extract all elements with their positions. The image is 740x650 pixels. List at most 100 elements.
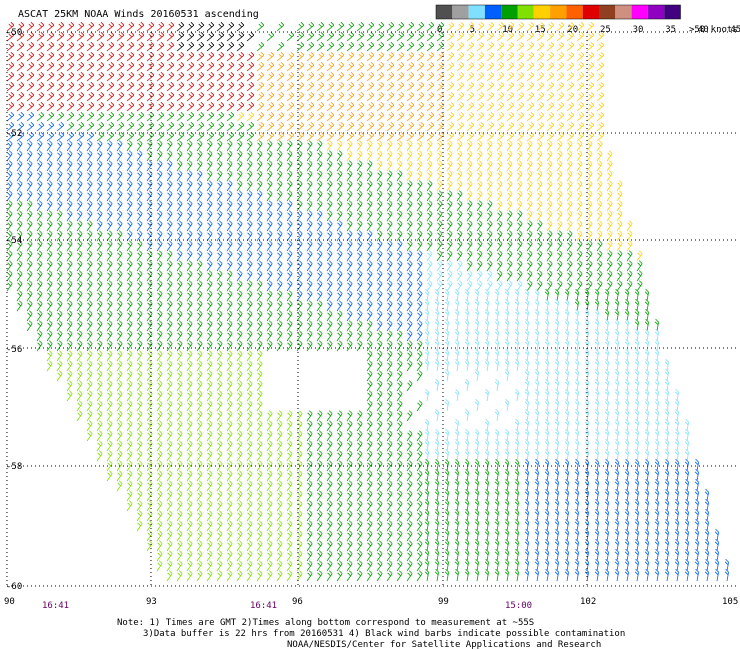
wind-barb bbox=[366, 101, 375, 112]
wind-barb bbox=[366, 140, 373, 152]
wind-barb bbox=[586, 190, 593, 202]
wind-barb bbox=[216, 330, 223, 342]
wind-barb bbox=[316, 330, 323, 342]
wind-barb bbox=[376, 220, 383, 232]
wind-barb bbox=[426, 210, 433, 222]
wind-barb bbox=[396, 101, 405, 112]
wind-barb bbox=[186, 250, 193, 262]
wind-barb bbox=[574, 298, 579, 312]
wind-barb bbox=[286, 420, 293, 432]
wind-barb bbox=[416, 230, 423, 242]
legend-swatch bbox=[533, 5, 551, 19]
wind-barb bbox=[286, 510, 293, 522]
wind-barb bbox=[624, 308, 629, 322]
wind-barb bbox=[634, 468, 639, 482]
wind-barb bbox=[146, 41, 155, 52]
wind-barb bbox=[166, 470, 173, 482]
wind-barb bbox=[536, 280, 543, 292]
wind-barb bbox=[714, 528, 719, 542]
wind-barb bbox=[316, 490, 323, 502]
wind-barb bbox=[436, 270, 443, 282]
wind-barb bbox=[454, 358, 459, 372]
wind-barb bbox=[386, 170, 393, 182]
wind-barb bbox=[336, 550, 343, 562]
wind-barb bbox=[36, 250, 43, 262]
wind-barb bbox=[216, 260, 223, 272]
wind-barb bbox=[566, 150, 573, 162]
wind-barb bbox=[494, 498, 499, 512]
wind-barb bbox=[536, 61, 545, 72]
wind-barb bbox=[554, 538, 559, 552]
wind-barb bbox=[66, 380, 73, 392]
wind-barb bbox=[564, 498, 569, 512]
wind-barb bbox=[504, 558, 509, 572]
wind-barb bbox=[306, 410, 313, 422]
wind-barb bbox=[306, 230, 313, 242]
wind-barb bbox=[96, 380, 103, 392]
wind-barb bbox=[36, 240, 43, 252]
wind-barb bbox=[156, 490, 163, 502]
wind-barb bbox=[246, 520, 253, 532]
legend-swatch bbox=[615, 5, 632, 19]
legend-swatch bbox=[566, 5, 583, 19]
wind-barb bbox=[346, 420, 353, 432]
wind-barb bbox=[316, 91, 325, 102]
wind-barb bbox=[246, 390, 253, 402]
wind-barb bbox=[576, 210, 583, 222]
wind-barb bbox=[406, 111, 415, 122]
wind-barb bbox=[36, 230, 43, 242]
wind-barb bbox=[566, 31, 575, 42]
wind-barb bbox=[326, 131, 335, 142]
wind-barb bbox=[574, 468, 579, 482]
wind-barb bbox=[16, 180, 23, 192]
wind-barb bbox=[346, 270, 353, 282]
lat-label-50: -50 bbox=[6, 28, 22, 38]
wind-barb bbox=[246, 180, 253, 192]
wind-barb bbox=[434, 378, 439, 392]
wind-barb bbox=[176, 330, 183, 342]
wind-barb bbox=[56, 290, 63, 302]
wind-barb bbox=[644, 388, 649, 402]
wind-barb bbox=[494, 538, 499, 552]
wind-barb bbox=[306, 420, 313, 432]
wind-barb bbox=[366, 200, 373, 212]
wind-barb bbox=[326, 71, 335, 82]
wind-barb bbox=[674, 408, 679, 422]
wind-barb bbox=[536, 101, 545, 112]
wind-barb bbox=[226, 440, 233, 452]
wind-barb bbox=[506, 160, 513, 172]
wind-barb bbox=[586, 101, 595, 112]
wind-barb bbox=[474, 358, 479, 372]
wind-barb bbox=[494, 338, 499, 352]
wind-barb bbox=[566, 111, 575, 122]
wind-barb bbox=[256, 380, 263, 392]
wind-barb bbox=[216, 350, 223, 362]
wind-barb bbox=[386, 61, 395, 72]
wind-barb bbox=[116, 121, 125, 132]
wind-barb bbox=[456, 101, 465, 112]
wind-barb bbox=[544, 498, 549, 512]
wind-barb bbox=[246, 380, 253, 392]
wind-barb bbox=[86, 121, 95, 132]
wind-barb bbox=[16, 210, 23, 222]
wind-barb bbox=[26, 250, 33, 262]
wind-barb bbox=[286, 190, 293, 202]
wind-barb bbox=[484, 498, 489, 512]
wind-barb bbox=[56, 310, 63, 322]
wind-barb bbox=[166, 350, 173, 362]
wind-barb bbox=[46, 190, 53, 202]
wind-barb bbox=[486, 280, 493, 292]
wind-barb bbox=[444, 438, 449, 452]
wind-barb bbox=[464, 548, 469, 562]
wind-barb bbox=[46, 320, 53, 332]
wind-barb bbox=[136, 410, 143, 422]
wind-barb bbox=[206, 390, 213, 402]
wind-barb bbox=[366, 240, 373, 252]
wind-barb bbox=[46, 41, 55, 52]
wind-barb bbox=[166, 71, 175, 82]
wind-barb bbox=[356, 470, 363, 482]
wind-barb bbox=[186, 200, 193, 212]
wind-barb bbox=[96, 111, 105, 122]
wind-barb bbox=[106, 150, 113, 162]
wind-barb bbox=[176, 71, 185, 82]
